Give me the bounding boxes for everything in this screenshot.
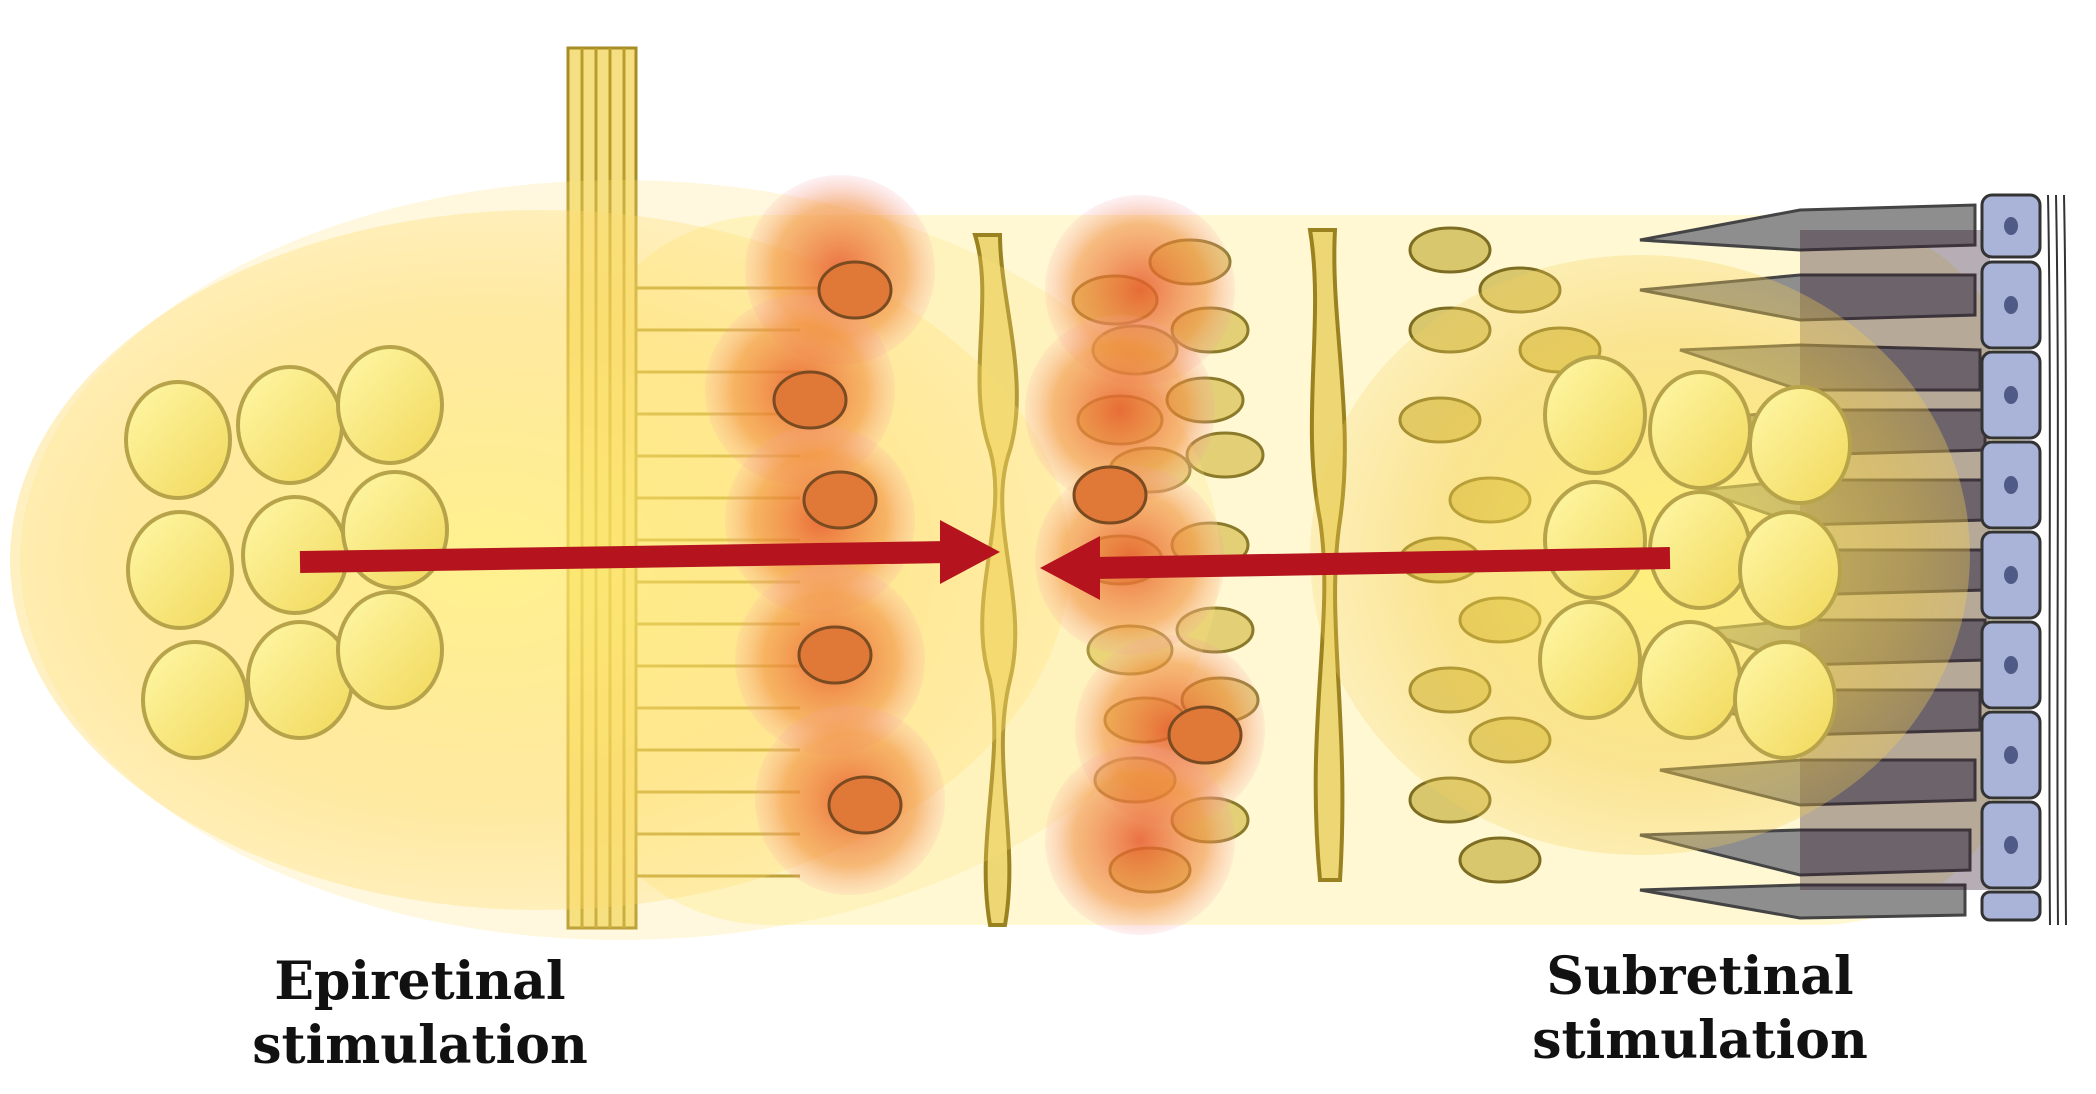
subretinal-label-line1: Subretinal [1546, 946, 1854, 1007]
subretinal-caption: Subretinal stimulation [1440, 945, 1960, 1073]
epiretinal-arrow [299, 541, 951, 573]
epiretinal-arrowhead [940, 520, 1000, 584]
epiretinal-label-line1: Epiretinal [274, 951, 566, 1012]
epiretinal-electrode-array [124, 345, 449, 760]
stimulation-arrows [299, 520, 1671, 600]
subretinal-arrow [1094, 547, 1671, 579]
subretinal-arrowhead [1040, 536, 1100, 600]
subretinal-label-line2: stimulation [1532, 1010, 1868, 1071]
rpe-cells [1980, 193, 2042, 922]
choroid-lines [2047, 194, 2067, 926]
epiretinal-caption: Epiretinal stimulation [160, 950, 680, 1078]
epiretinal-label-line2: stimulation [252, 1015, 588, 1076]
